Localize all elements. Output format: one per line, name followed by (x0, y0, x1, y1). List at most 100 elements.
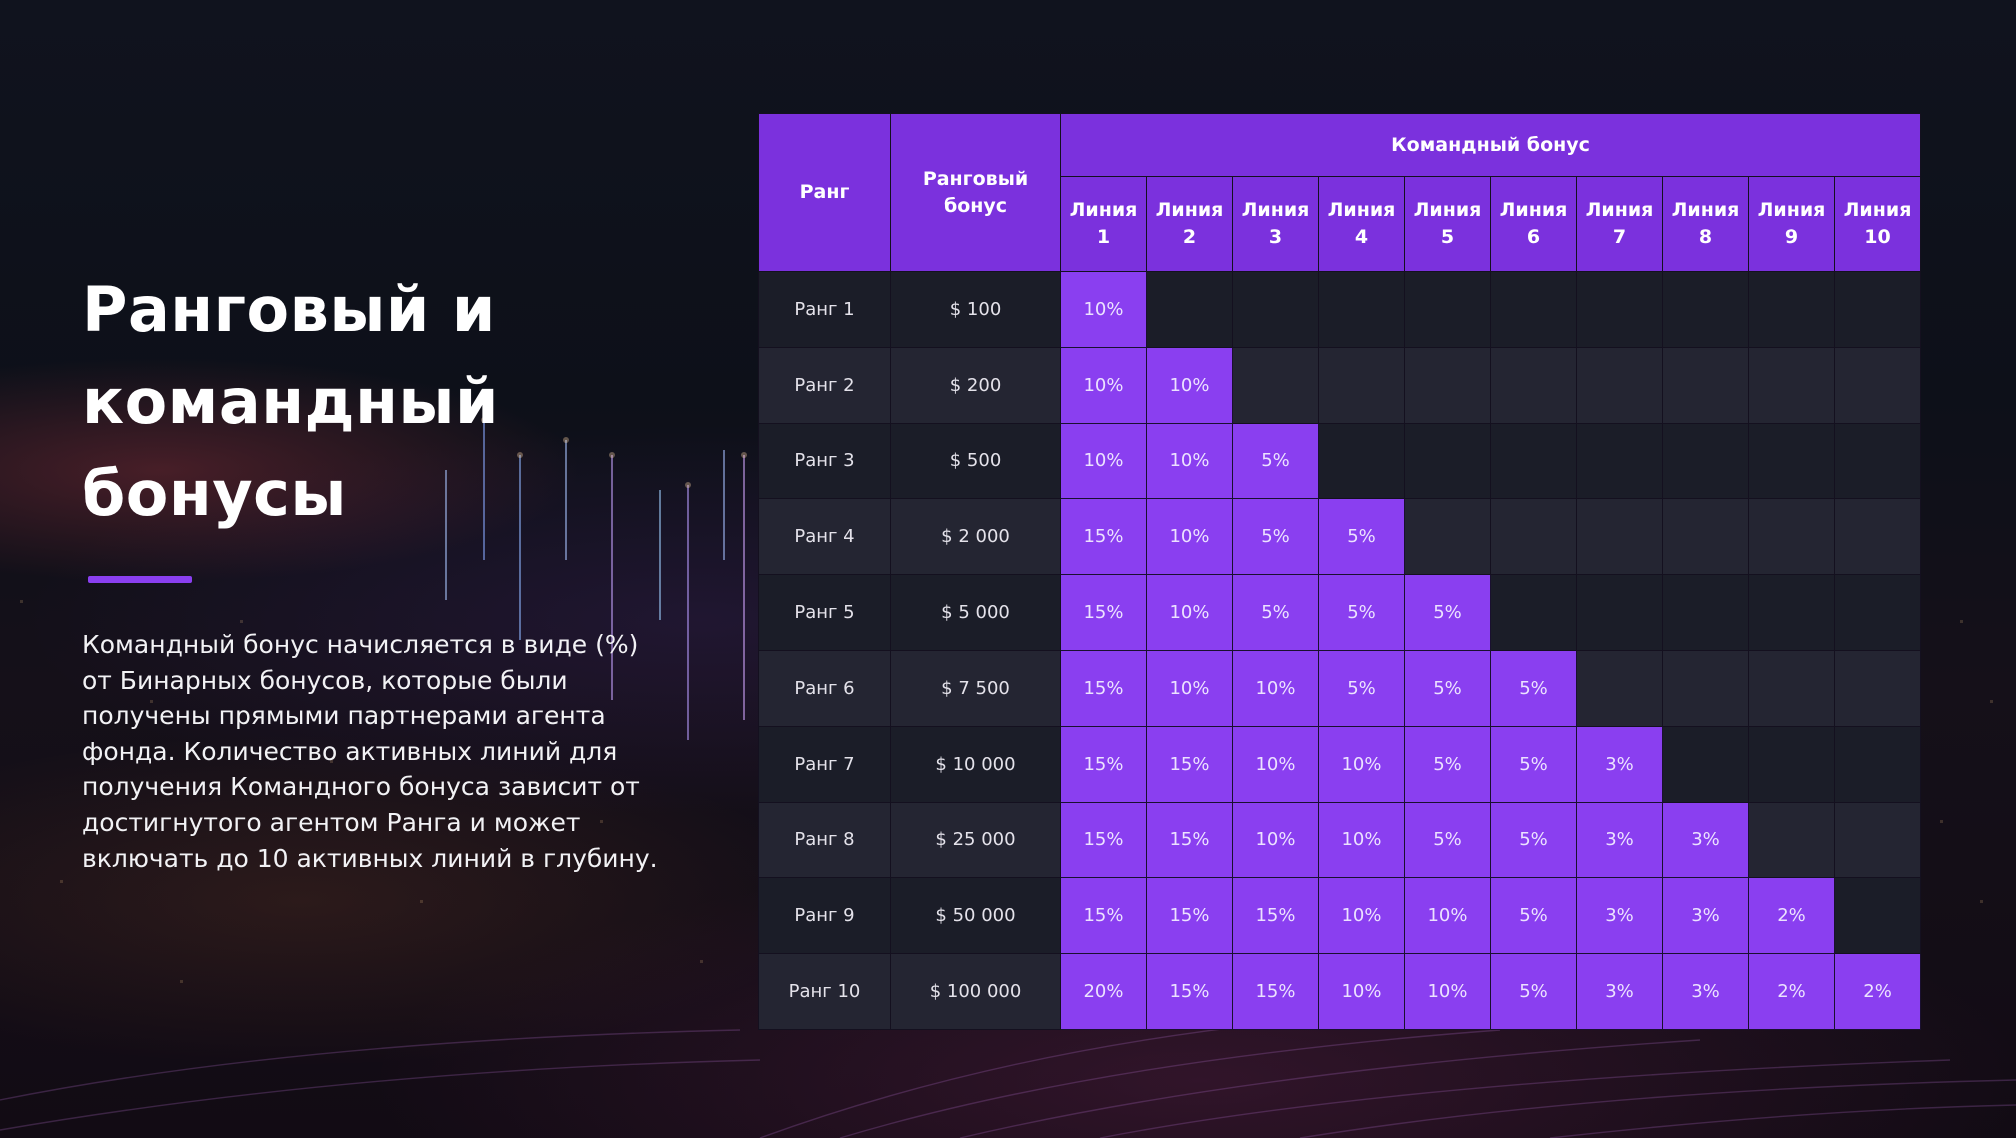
line-percent-cell: 3% (1576, 801, 1663, 879)
header-line-5: Линия 5 (1404, 176, 1491, 272)
table-row: Ранг 9 $ 50 000 15% 15% 15% 10% 10% 5% 3% 3% 2% (758, 877, 1922, 955)
rank-bonus-cell: $ 2 000 (890, 498, 1061, 576)
rank-cell: Ранг 1 (758, 271, 891, 348)
line-percent-cell: 5% (1232, 574, 1319, 651)
empty-cell (1748, 346, 1835, 424)
rank-bonus-cell: $ 10 000 (890, 725, 1061, 803)
line-percent-cell: 3% (1662, 877, 1749, 955)
line-percent-cell: 5% (1490, 801, 1577, 879)
empty-cell (1490, 574, 1577, 651)
empty-cell (1318, 271, 1405, 348)
rank-bonus-cell: $ 200 (890, 346, 1061, 424)
empty-cell (1576, 422, 1663, 500)
table-row: Ранг 6 $ 7 500 15% 10% 10% 5% 5% 5% (758, 649, 1922, 727)
rank-cell: Ранг 10 (758, 953, 891, 1030)
header-line-9: Линия 9 (1748, 176, 1835, 272)
rank-cell: Ранг 5 (758, 574, 891, 651)
line-percent-cell: 15% (1232, 953, 1319, 1030)
line-percent-cell: 10% (1060, 271, 1147, 348)
line-percent-cell: 15% (1146, 725, 1233, 803)
bonus-table: Ранг Ранговый бонус Командный бонус Лини… (758, 113, 1922, 1030)
line-percent-cell: 15% (1060, 574, 1147, 651)
table-body: Ранг 1 $ 100 10% Ранг 2 $ 200 10% 10% Ранг 3 $ 5… (758, 271, 1922, 1030)
empty-cell (1833, 649, 1922, 727)
empty-cell (1490, 346, 1577, 424)
empty-cell (1748, 649, 1835, 727)
rank-cell: Ранг 8 (758, 801, 891, 879)
table-row: Ранг 5 $ 5 000 15% 10% 5% 5% 5% (758, 574, 1922, 651)
header-rank: Ранг (758, 113, 891, 272)
header-line-6: Линия 6 (1490, 176, 1577, 272)
empty-cell (1318, 422, 1405, 500)
line-percent-cell: 5% (1490, 649, 1577, 727)
empty-cell (1833, 498, 1922, 576)
table-row: Ранг 8 $ 25 000 15% 15% 10% 10% 5% 5% 3% 3% (758, 801, 1922, 879)
line-percent-cell: 15% (1060, 649, 1147, 727)
empty-cell (1748, 271, 1835, 348)
rank-bonus-cell: $ 100 (890, 271, 1061, 348)
empty-cell (1404, 498, 1491, 576)
empty-cell (1662, 346, 1749, 424)
line-percent-cell: 5% (1490, 725, 1577, 803)
line-percent-cell: 3% (1662, 801, 1749, 879)
rank-cell: Ранг 4 (758, 498, 891, 576)
empty-cell (1748, 498, 1835, 576)
line-percent-cell: 2% (1748, 877, 1835, 955)
empty-cell (1833, 801, 1922, 879)
rank-bonus-cell: $ 25 000 (890, 801, 1061, 879)
empty-cell (1748, 422, 1835, 500)
line-percent-cell: 5% (1318, 498, 1405, 576)
line-percent-cell: 10% (1318, 953, 1405, 1030)
rank-cell: Ранг 2 (758, 346, 891, 424)
line-percent-cell: 10% (1146, 574, 1233, 651)
empty-cell (1662, 725, 1749, 803)
line-percent-cell: 2% (1748, 953, 1835, 1030)
line-percent-cell: 5% (1404, 649, 1491, 727)
table-row: Ранг 1 $ 100 10% (758, 271, 1922, 348)
empty-cell (1576, 346, 1663, 424)
line-percent-cell: 5% (1318, 574, 1405, 651)
table-row: Ранг 4 $ 2 000 15% 10% 5% 5% (758, 498, 1922, 576)
line-percent-cell: 15% (1060, 725, 1147, 803)
table-row: Ранг 10 $ 100 000 20% 15% 15% 10% 10% 5% 3% 3% 2% 2… (758, 953, 1922, 1030)
empty-cell (1404, 346, 1491, 424)
rank-bonus-cell: $ 500 (890, 422, 1061, 500)
empty-cell (1662, 422, 1749, 500)
line-percent-cell: 5% (1404, 725, 1491, 803)
empty-cell (1576, 574, 1663, 651)
line-percent-cell: 15% (1146, 953, 1233, 1030)
line-percent-cell: 3% (1662, 953, 1749, 1030)
empty-cell (1748, 574, 1835, 651)
empty-cell (1576, 271, 1663, 348)
empty-cell (1833, 271, 1922, 348)
line-percent-cell: 5% (1404, 801, 1491, 879)
line-percent-cell: 20% (1060, 953, 1147, 1030)
header-line-3: Линия 3 (1232, 176, 1319, 272)
empty-cell (1318, 346, 1405, 424)
slide-description: Командный бонус начисляется в виде (%) о… (82, 630, 658, 873)
table-row: Ранг 7 $ 10 000 15% 15% 10% 10% 5% 5% 3% (758, 725, 1922, 803)
line-percent-cell: 10% (1146, 422, 1233, 500)
empty-cell (1662, 649, 1749, 727)
line-percent-cell: 3% (1576, 725, 1663, 803)
empty-cell (1748, 801, 1835, 879)
header-rank-bonus: Ранговый бонус (890, 113, 1061, 272)
line-percent-cell: 15% (1060, 877, 1147, 955)
empty-cell (1490, 271, 1577, 348)
line-percent-cell: 5% (1318, 649, 1405, 727)
line-percent-cell: 15% (1146, 801, 1233, 879)
rank-bonus-cell: $ 5 000 (890, 574, 1061, 651)
rank-bonus-cell: $ 50 000 (890, 877, 1061, 955)
empty-cell (1232, 346, 1319, 424)
line-percent-cell: 10% (1232, 725, 1319, 803)
empty-cell (1490, 422, 1577, 500)
line-percent-cell: 10% (1404, 877, 1491, 955)
line-percent-cell: 10% (1318, 725, 1405, 803)
table-row: Ранг 3 $ 500 10% 10% 5% (758, 422, 1922, 500)
empty-cell (1662, 498, 1749, 576)
line-percent-cell: 10% (1232, 801, 1319, 879)
table-row: Ранг 2 $ 200 10% 10% (758, 346, 1922, 424)
header-line-2: Линия 2 (1146, 176, 1233, 272)
rank-cell: Ранг 9 (758, 877, 891, 955)
empty-cell (1833, 422, 1922, 500)
